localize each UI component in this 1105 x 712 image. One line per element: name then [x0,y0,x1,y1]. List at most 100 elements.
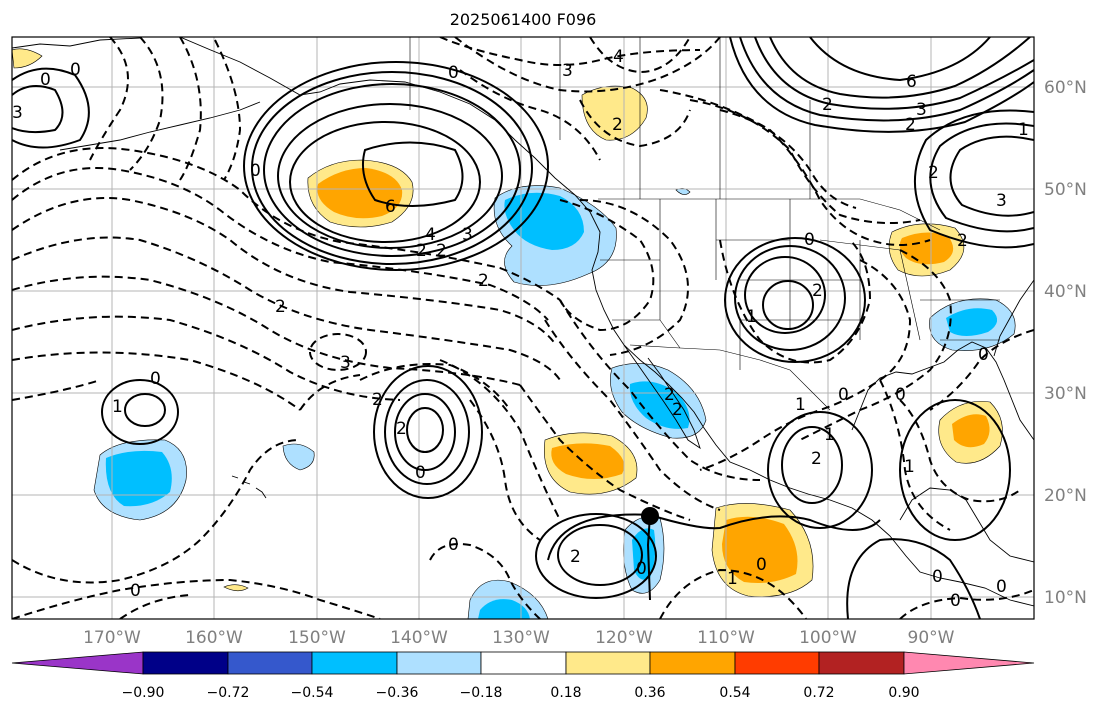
shade-pos-npac-core [317,168,403,219]
contour-neg-west-4 [12,236,561,381]
colorbar-bin [142,651,229,675]
contour-label: 1 [746,307,757,327]
contour-neg-north-4 [459,69,601,161]
colorbar-bin [311,651,398,675]
contour-npac-high-4 [251,71,533,265]
contour-label: 2 [672,400,683,420]
contour-mexico-high-1 [781,426,843,504]
plot-background [12,37,1034,619]
contour-neg-west-3 [12,197,557,346]
contour-neg-tl-3 [179,37,202,181]
contour-neg-south-6 [899,589,1034,619]
contour-label: 1 [824,425,835,445]
contour-label: 0 [756,555,767,575]
contours-positive [12,37,1034,619]
contour-label: 2 [928,163,939,183]
contour-label: 2 [436,241,447,261]
shade-pos-epac-core [722,516,798,583]
colorbar-bin [818,651,905,675]
colorbar-ticks: −0.90 −0.72 −0.54 −0.36 −0.18 0.18 0.36 … [122,685,920,701]
plot-frame [11,36,1035,620]
colorbar-extend-low [11,651,144,675]
colorbar-tick-label: 0.72 [803,685,834,701]
contour-label: 2 [275,297,286,317]
contour-label: 0 [950,591,961,611]
colorbar-bin [227,651,313,675]
contour-140w-high-4 [406,407,444,453]
colorbar-bin [480,651,567,675]
contour-label: 2 [957,231,968,251]
coastline-yucatan [899,487,1034,563]
coastline-east [993,279,1034,357]
colorbar-tick-label: −0.72 [207,685,250,701]
contour-label: 0 [636,559,647,579]
contour-npac-high-5 [243,61,549,271]
colorbar-bin [565,651,651,675]
contour-neg-west-7 [12,351,301,411]
colorbar-tick-label: −0.90 [122,685,165,701]
coastline-hawaii [231,475,267,499]
contour-label: 1 [1018,120,1029,140]
contour-hudson-high-3 [914,109,1034,249]
shade-neg-hawaii-core [105,450,172,507]
lon-label: 150°W [288,628,346,648]
contour-ne-high-5 [729,37,1034,133]
contour-hawaii-high-2 [124,393,166,427]
longitude-labels: 170°W 160°W 150°W 140°W 130°W 120°W 110°… [83,628,955,648]
contour-npac-high-1 [289,121,481,243]
contour-label: 0 [70,60,81,80]
shading-layer [12,48,1016,619]
storm-center-marker [641,507,659,525]
contour-label: 0 [996,577,1007,597]
shade-pos-offmx-core [551,443,625,479]
lon-label: 160°W [185,628,243,648]
colorbar-extend-high [903,651,1035,675]
contour-neg-west-5 [12,275,521,386]
contour-label: 3 [340,353,351,373]
contour-label: 0 [130,581,141,601]
contour-neg-tl-1 [89,37,129,161]
contour-neg-west-6 [12,315,401,401]
contour-label: 3 [462,225,473,245]
contour-label: 1 [795,395,806,415]
contour-neg-west-2 [12,147,561,301]
contour-label: 0 [448,63,459,83]
contour-label: 0 [250,161,261,181]
colorbar-tick-label: 0.90 [888,685,919,701]
contour-140w-high-1 [394,393,456,471]
contour-neg-mid-4 [299,374,361,411]
lat-label: 30°N [1044,384,1087,404]
map-title: 2025061400 F096 [449,10,597,29]
contour-label: 0 [415,463,426,483]
contour-east-pac [846,538,981,619]
lon-label: 120°W [595,628,653,648]
contour-label: 6 [906,72,917,92]
contour-labels: 0 0 4 3 6 2 3 2 3 0 2 6 4 3 2 2 2 0 1 2 … [12,47,1029,611]
colorbar-tick-label: 0.18 [550,685,581,701]
lat-label: 10°N [1044,588,1087,608]
contour-hudson-high-2 [929,122,1034,233]
contour-label: 4 [425,225,436,245]
contour-neg-north-1 [439,37,701,66]
contour-neg-south-1 [12,439,301,584]
contour-neg-small [309,333,367,371]
contour-label: 0 [895,385,906,405]
colorbar-tick-label: 0.54 [719,685,750,701]
contour-neg-canada-2 [689,99,921,225]
contour-interior-high-2 [734,245,846,351]
contour-neg-mid-3 [359,363,511,411]
contour-neg-south-2 [12,578,381,619]
contour-neg-west-8 [12,379,101,401]
contour-140w-high-2 [384,379,470,485]
contour-neg-south-4 [429,543,541,619]
contour-label: 2 [905,115,916,135]
shade-neg-bottom-core [478,599,530,619]
colorbar-tick-label: −0.18 [460,685,503,701]
contour-neg-east-1 [699,259,912,471]
contour-neg-mid-2 [439,359,561,521]
contour-label: 4 [613,47,624,67]
contour-npac-high-inner [362,141,464,207]
contour-neg-tl-4 [214,39,242,181]
contour-neg-pnw-2 [579,199,689,356]
